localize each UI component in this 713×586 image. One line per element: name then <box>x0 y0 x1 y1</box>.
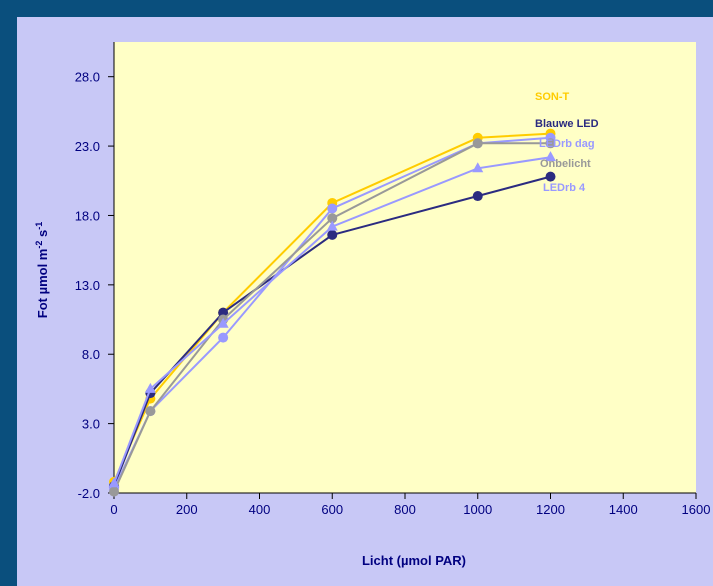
data-point <box>218 307 229 318</box>
y-tick-label: 18.0 <box>75 208 100 223</box>
data-point <box>145 406 156 417</box>
series-line <box>113 132 551 483</box>
data-point <box>472 191 483 202</box>
y-tick-label: 23.0 <box>75 139 100 154</box>
legend-label: LEDrb 4 <box>543 182 586 194</box>
data-point <box>108 477 120 488</box>
plot-area <box>114 42 696 493</box>
x-tick-label: 800 <box>394 502 416 517</box>
legend-label: SON-T <box>535 91 570 103</box>
legend: SON-T Blauwe LED LEDrb dag Onbelicht LEDrb 4 <box>535 91 599 194</box>
y-axis-label-main: Fot µmol m <box>35 249 50 319</box>
series-line <box>113 156 551 484</box>
y-tick-label: 13.0 <box>75 278 100 293</box>
y-axis-label-sup1: -2 <box>34 241 44 249</box>
x-tick-label: 1200 <box>536 502 565 517</box>
x-tick-label: 0 <box>110 502 117 517</box>
axes: -2.0 3.0 8.0 13.0 18.0 23.0 28.0 0 200 400 600 800 1… <box>75 42 711 517</box>
data-point <box>327 213 338 224</box>
data-point <box>472 162 484 173</box>
y-tick-label: 28.0 <box>75 70 100 85</box>
y-axis-label-mid: s <box>35 230 50 241</box>
data-point <box>144 382 156 393</box>
data-point <box>327 203 338 214</box>
series-ledrb-4 <box>108 151 556 488</box>
x-tick-label: 1400 <box>609 502 638 517</box>
x-tick-label: 200 <box>176 502 198 517</box>
data-point <box>217 317 229 328</box>
data-point <box>545 138 556 149</box>
x-tick-label: 600 <box>321 502 343 517</box>
y-tick-label: 8.0 <box>82 347 100 362</box>
y-tick-label: 3.0 <box>82 417 100 432</box>
data-point <box>326 220 338 231</box>
data-point <box>218 332 229 343</box>
series-line <box>113 142 551 493</box>
y-axis-label-sup2: -1 <box>34 222 44 230</box>
data-point <box>327 229 338 240</box>
data-point <box>545 151 556 162</box>
series-layer <box>108 128 556 497</box>
x-tick-label: 400 <box>249 502 271 517</box>
y-tick-label: -2.0 <box>78 486 100 501</box>
legend-label: Blauwe LED <box>535 118 599 130</box>
x-tick-label: 1000 <box>463 502 492 517</box>
data-point <box>109 486 119 497</box>
y-axis-label: Fot µmol m-2 s-1 <box>34 222 50 318</box>
legend-label: LEDrb dag <box>539 138 595 150</box>
legend-label: Onbelicht <box>540 158 591 170</box>
x-tick-label: 1600 <box>682 502 711 517</box>
data-point <box>545 171 556 182</box>
x-axis-label: Licht (µmol PAR) <box>362 553 466 568</box>
data-point <box>472 138 483 149</box>
